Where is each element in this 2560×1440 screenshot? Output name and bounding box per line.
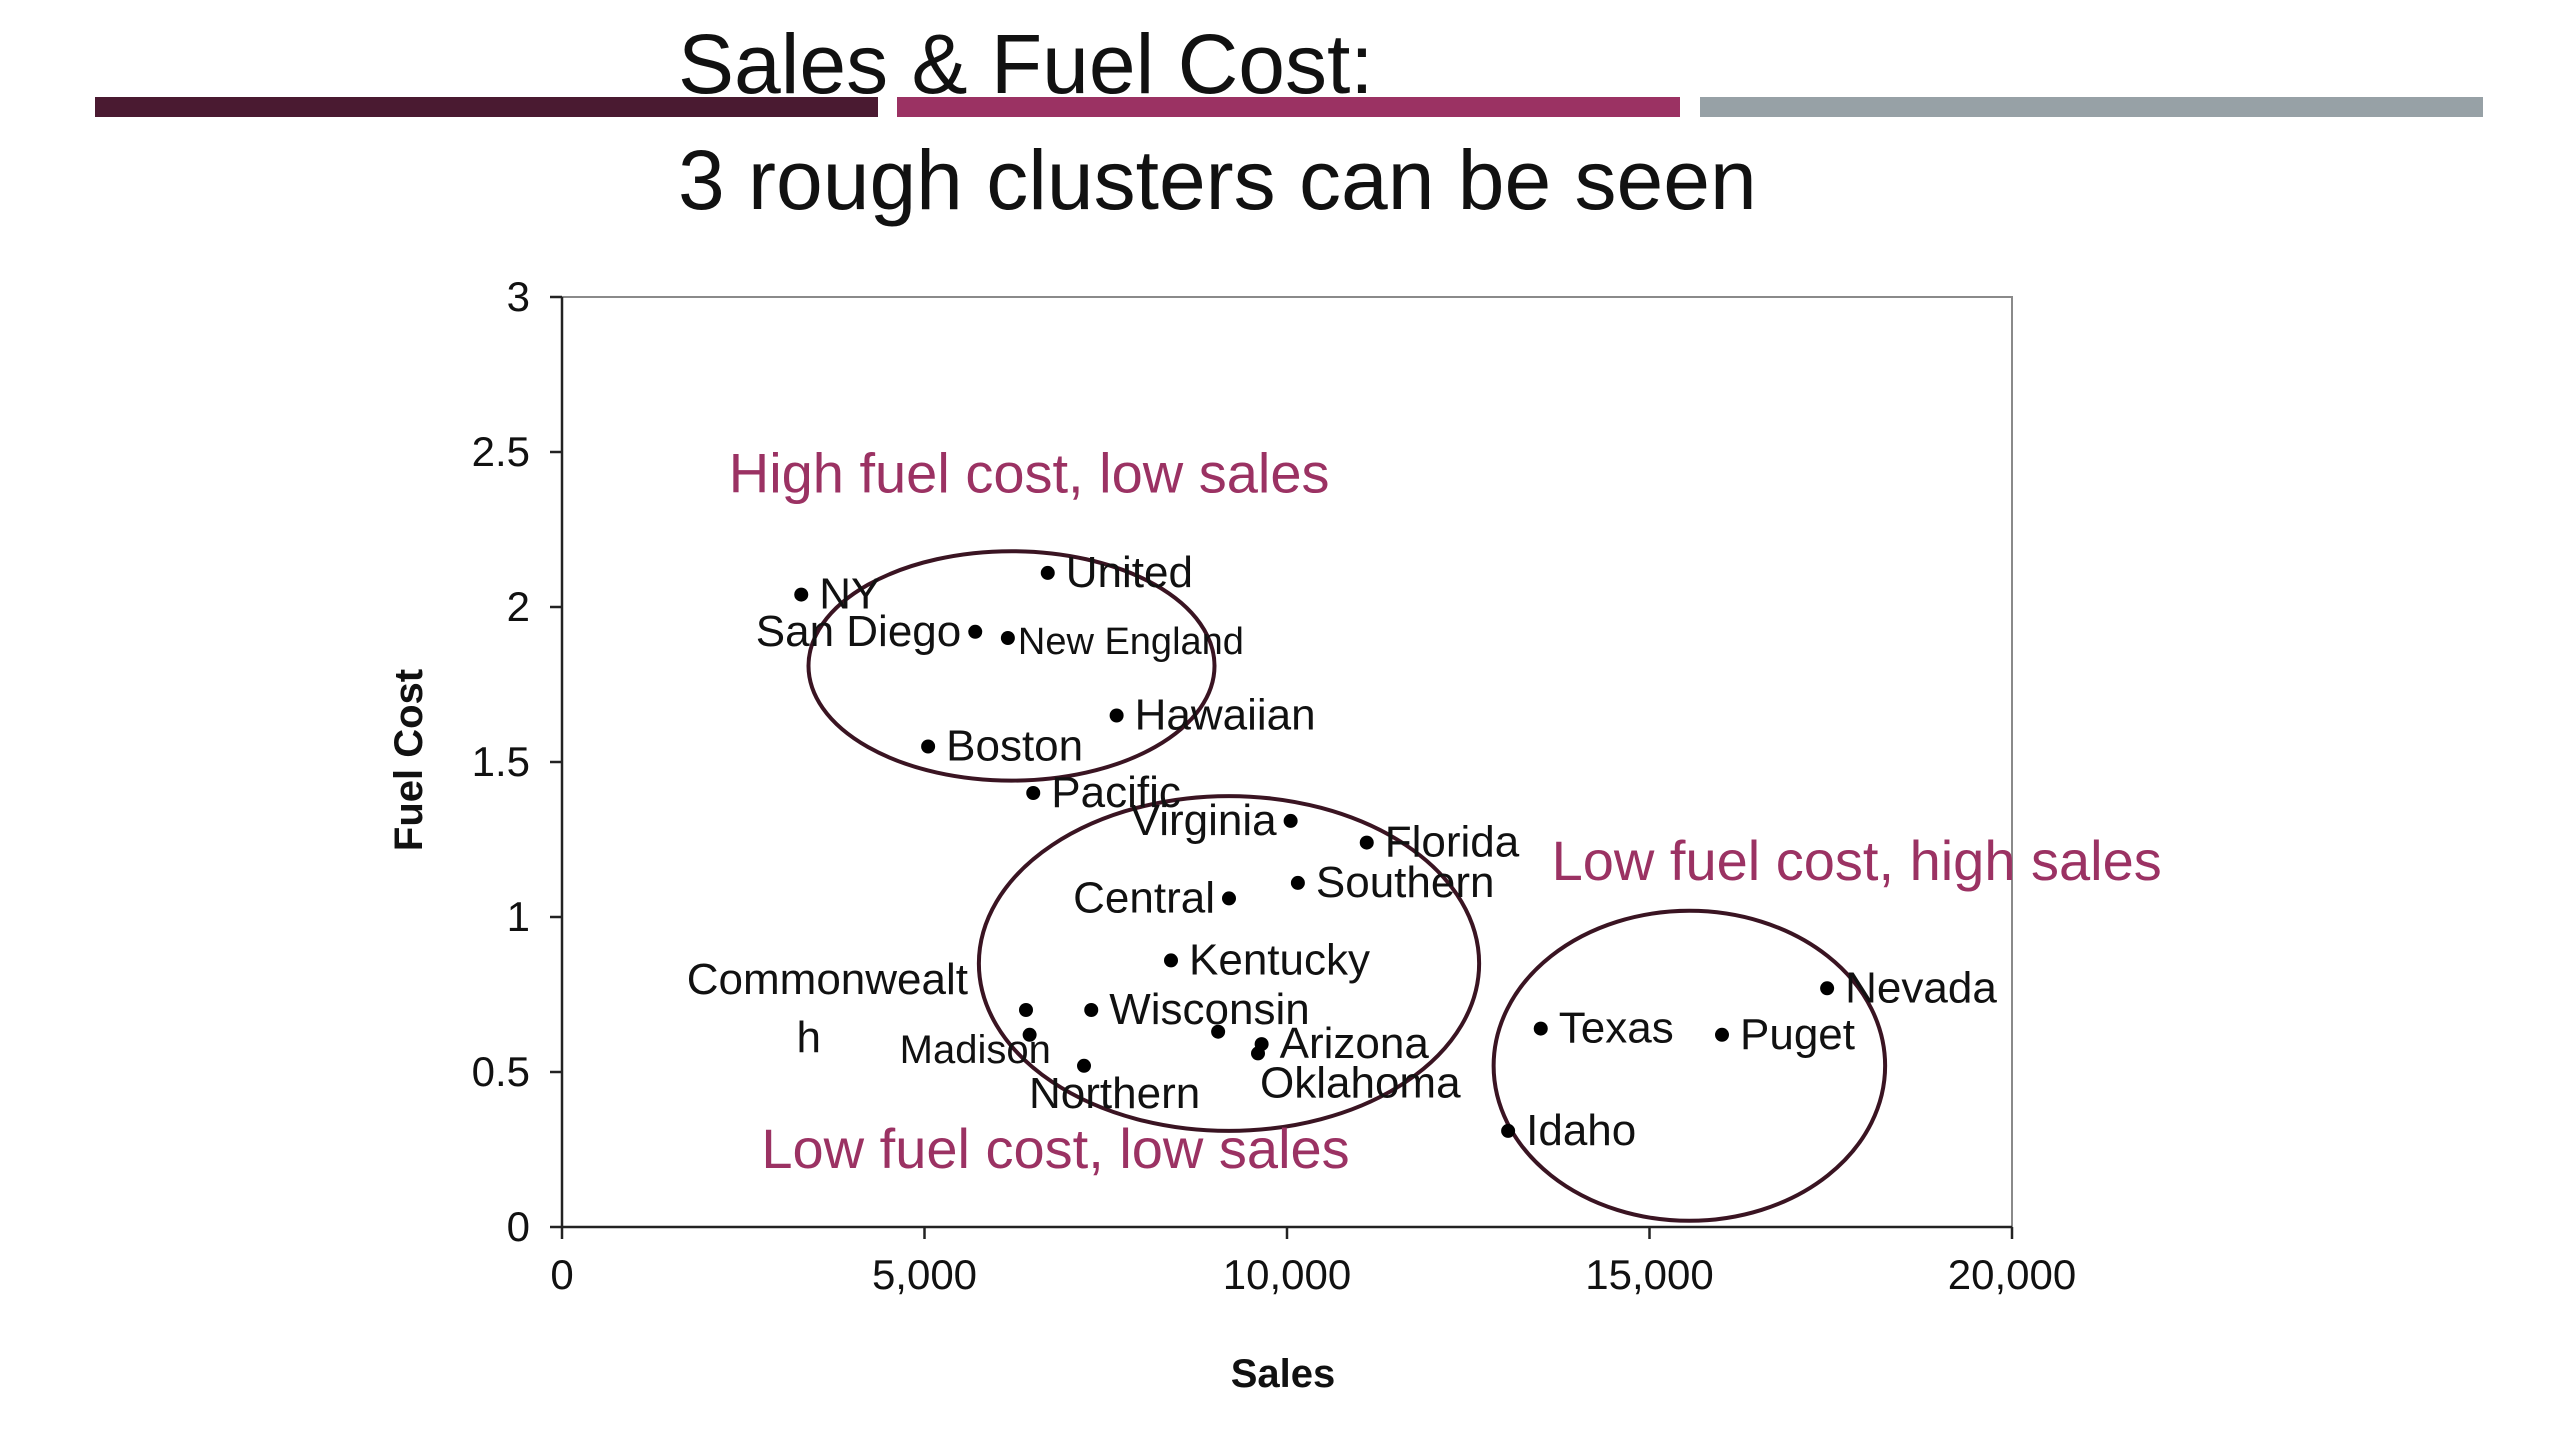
accent-bar-dark <box>95 97 878 117</box>
x-tick-label-3: 15,000 <box>1585 1251 1713 1298</box>
point-label-hawaiian: Hawaiian <box>1135 691 1316 740</box>
y-tick-label-3: 1.5 <box>472 738 530 785</box>
point-label-southern: Southern <box>1316 858 1495 907</box>
accent-bar-gray <box>1700 97 2483 117</box>
x-axis-title: Sales <box>1231 1352 1336 1396</box>
point-label-arizona: Arizona <box>1280 1019 1430 1068</box>
point-unlabeled-15 <box>1211 1024 1226 1039</box>
x-tick-label-1: 5,000 <box>872 1251 977 1298</box>
point-label-madison: Madison <box>900 1028 1051 1072</box>
point-label-commonwealth-line-2: h <box>797 1013 821 1062</box>
point-label-kentucky: Kentucky <box>1189 935 1370 984</box>
point-idaho <box>1501 1123 1516 1138</box>
data-points: NY United San Diego New England Hawaiian Bost… <box>687 548 1998 1155</box>
annotation-1: High fuel cost, low sales <box>729 441 1330 504</box>
point-ny <box>794 587 809 602</box>
cluster-ellipses <box>806 549 1888 1223</box>
point-label-central: Central <box>1073 873 1215 922</box>
point-label-ny: NY <box>819 570 880 619</box>
y-tick-label-2: 1 <box>507 893 530 940</box>
y-tick-label-1: 0.5 <box>472 1048 530 1095</box>
y-tick-label-0: 0 <box>507 1203 530 1250</box>
point-label-commonwealth-line-1: Commonwealt <box>687 955 968 1004</box>
point-label-new-england: New England <box>1018 621 1244 663</box>
point-new-england <box>1000 631 1015 645</box>
point-label-florida: Florida <box>1385 818 1520 867</box>
point-commonwealth <box>1019 1003 1033 1017</box>
point-madison <box>1022 1027 1037 1042</box>
point-label-united: United <box>1066 548 1193 597</box>
point-label-northern: Northern <box>1029 1069 1200 1118</box>
point-san-diego <box>968 624 983 639</box>
cluster-ellipse-2 <box>976 794 1482 1133</box>
axes: 0 5,000 10,000 15,000 20,000 0 0.5 1 1.5 2 2.5 3 <box>472 273 2077 1298</box>
point-label-virginia: Virginia <box>1131 796 1277 845</box>
accent-bar-magenta <box>897 97 1680 117</box>
point-label-oklahoma: Oklahoma <box>1260 1058 1461 1107</box>
point-label-wisconsin: Wisconsin <box>1109 985 1310 1034</box>
point-wisconsin <box>1084 1003 1099 1017</box>
slide-title-line-2: 3 rough clusters can be seen <box>678 133 1757 227</box>
point-florida <box>1359 835 1374 850</box>
point-kentucky <box>1164 953 1178 968</box>
point-central <box>1222 891 1236 906</box>
cluster-ellipse-3 <box>1491 908 1888 1223</box>
point-united <box>1040 565 1055 580</box>
point-nevada <box>1820 981 1835 996</box>
point-label-commonwealth: Commonwealt h <box>687 955 968 1062</box>
point-puget <box>1715 1027 1729 1042</box>
point-label-san-diego: San Diego <box>756 607 961 656</box>
annotation-2: Low fuel cost, high sales <box>1552 829 2162 892</box>
point-label-nevada: Nevada <box>1845 963 1997 1012</box>
point-label-pacific: Pacific <box>1051 768 1181 817</box>
annotation-3: Low fuel cost, low sales <box>761 1117 1349 1180</box>
point-label-puget: Puget <box>1740 1010 1855 1059</box>
point-northern <box>1077 1058 1091 1073</box>
cluster-annotations: High fuel cost, low sales Low fuel cost, … <box>729 441 2162 1180</box>
slide-title-line-1: Sales & Fuel Cost: <box>678 17 1374 111</box>
point-hawaiian <box>1109 708 1124 723</box>
point-label-boston: Boston <box>946 722 1083 771</box>
point-virginia <box>1283 813 1298 828</box>
point-texas <box>1533 1021 1548 1036</box>
point-oklahoma <box>1251 1046 1265 1061</box>
point-boston <box>921 739 936 754</box>
point-southern <box>1290 875 1305 890</box>
y-tick-label-4: 2 <box>507 583 530 630</box>
y-axis-title: Fuel Cost <box>387 669 431 851</box>
x-tick-label-2: 10,000 <box>1223 1251 1351 1298</box>
point-label-texas: Texas <box>1559 1004 1674 1053</box>
y-tick-label-5: 2.5 <box>472 428 530 475</box>
x-tick-label-4: 20,000 <box>1948 1251 2076 1298</box>
point-label-idaho: Idaho <box>1526 1106 1636 1155</box>
y-tick-label-6: 3 <box>507 273 530 320</box>
cluster-ellipse-1 <box>806 549 1217 783</box>
point-pacific <box>1026 786 1041 800</box>
x-tick-label-0: 0 <box>550 1251 573 1298</box>
